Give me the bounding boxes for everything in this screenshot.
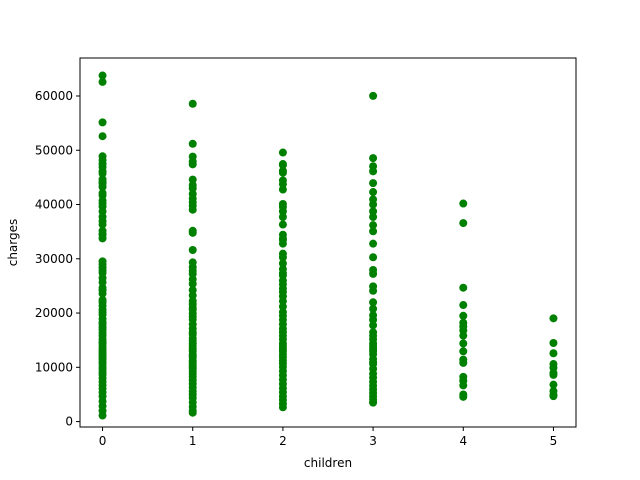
data-point: [188, 184, 197, 193]
data-point: [369, 212, 378, 221]
x-tick-label: 5: [550, 434, 558, 448]
data-point: [459, 347, 468, 356]
data-point: [188, 139, 197, 148]
data-point: [98, 220, 107, 229]
data-point: [549, 392, 558, 401]
data-point: [369, 304, 378, 313]
data-point: [98, 169, 107, 178]
data-point: [278, 148, 287, 157]
data-point: [98, 132, 107, 141]
data-point: [369, 398, 378, 407]
data-point: [98, 71, 107, 80]
y-tick-label: 0: [65, 415, 73, 429]
data-point: [188, 228, 197, 237]
data-point: [278, 253, 287, 262]
x-tick-label: 4: [459, 434, 467, 448]
y-tick-label: 10000: [35, 360, 73, 374]
data-point: [188, 175, 197, 184]
data-point: [278, 220, 287, 229]
x-tick-label: 0: [99, 434, 107, 448]
data-point: [369, 315, 378, 324]
data-point: [459, 311, 468, 320]
data-point: [98, 411, 107, 420]
data-point: [369, 91, 378, 100]
y-tick-label: 20000: [35, 306, 73, 320]
data-point: [459, 339, 468, 348]
data-point: [188, 99, 197, 108]
data-point: [278, 185, 287, 194]
data-point: [369, 253, 378, 262]
data-point: [549, 349, 558, 358]
y-tick-label: 40000: [35, 198, 73, 212]
data-point: [278, 239, 287, 248]
data-point: [278, 207, 287, 216]
data-point: [369, 188, 378, 197]
data-point: [369, 167, 378, 176]
data-point: [369, 207, 378, 216]
data-point: [188, 279, 197, 288]
x-axis-label: children: [304, 456, 352, 470]
data-point: [459, 358, 468, 367]
data-point: [369, 321, 378, 330]
data-point: [278, 161, 287, 170]
data-point: [369, 200, 378, 209]
data-point: [369, 269, 378, 278]
data-point: [459, 301, 468, 310]
x-tick-label: 3: [369, 434, 377, 448]
data-point: [278, 302, 287, 311]
data-point: [278, 168, 287, 177]
data-point: [459, 283, 468, 292]
y-tick-label: 30000: [35, 252, 73, 266]
data-point: [549, 339, 558, 348]
data-point: [369, 298, 378, 307]
y-tick-label: 50000: [35, 143, 73, 157]
data-point: [98, 278, 107, 287]
y-axis-ticks: 0 10000 20000 30000 40000 50000 60000: [35, 89, 80, 429]
x-axis-ticks: 0 1 2 3 4 5: [99, 427, 558, 448]
data-point: [98, 77, 107, 86]
data-point: [98, 118, 107, 127]
data-point: [188, 205, 197, 214]
data-point: [188, 245, 197, 254]
data-point: [278, 259, 287, 268]
data-point: [369, 239, 378, 248]
data-point: [98, 234, 107, 243]
x-tick-label: 2: [279, 434, 287, 448]
data-point: [549, 314, 558, 323]
data-point: [459, 199, 468, 208]
data-point: [549, 380, 558, 389]
y-axis-label: charges: [6, 219, 20, 267]
data-points: [98, 71, 558, 420]
data-point: [98, 289, 107, 298]
data-point: [188, 291, 197, 300]
data-point: [369, 154, 378, 163]
y-tick-label: 60000: [35, 89, 73, 103]
data-point: [459, 331, 468, 340]
data-point: [188, 160, 197, 169]
data-point: [369, 221, 378, 230]
plot-area-frame: [79, 57, 577, 428]
data-point: [459, 219, 468, 228]
data-point: [278, 403, 287, 412]
data-point: [369, 179, 378, 188]
data-point: [369, 286, 378, 295]
data-point: [369, 227, 378, 236]
data-point: [459, 381, 468, 390]
x-tick-label: 1: [189, 434, 197, 448]
data-point: [98, 182, 107, 191]
data-point: [549, 370, 558, 379]
data-point: [188, 408, 197, 417]
data-point: [278, 212, 287, 221]
data-point: [459, 392, 468, 401]
